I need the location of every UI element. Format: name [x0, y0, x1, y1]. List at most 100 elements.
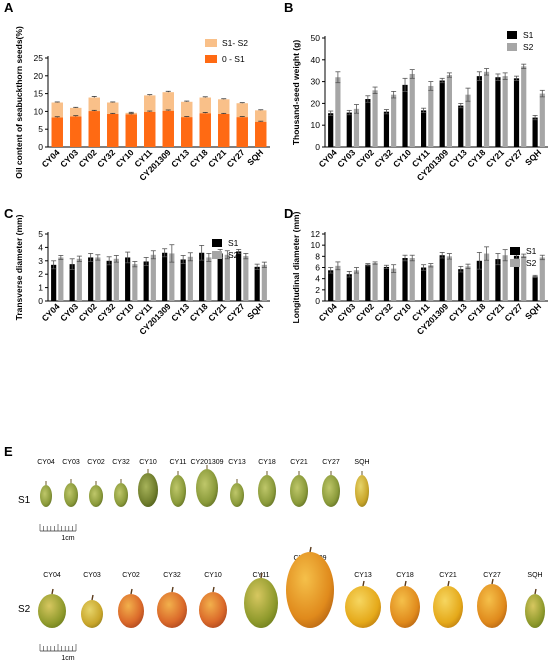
- bar-CY04-s1-s2: [51, 102, 63, 118]
- fruit-stem: [51, 588, 54, 595]
- fruit-label-s1: CY21: [290, 459, 308, 466]
- x-tick-label: CY02: [77, 147, 99, 169]
- fruit-s2: [433, 586, 463, 628]
- bar-CY201309-S2: [446, 256, 452, 301]
- scale-label: 1cm: [61, 535, 74, 542]
- legend-label: S2: [228, 250, 239, 260]
- fruit-s1: [114, 483, 128, 507]
- fruit-stem: [534, 588, 537, 595]
- legend-label: S1: [523, 30, 534, 40]
- bar-CY13-S2: [465, 266, 471, 301]
- fruit-s1: [40, 485, 52, 507]
- fruit-label-s1: CY10: [139, 459, 157, 466]
- y-tick-label: 5: [38, 229, 43, 239]
- x-tick-label: CY18: [465, 147, 487, 169]
- y-tick-label: 15: [34, 89, 44, 99]
- bar-CY03-S2: [353, 270, 360, 301]
- bar-CY11-S1: [421, 267, 427, 301]
- y-tick-label: 4: [315, 274, 320, 284]
- y-tick-label: 2: [38, 269, 43, 279]
- bar-CY201309-s1-s2: [162, 92, 174, 111]
- fruit-s2: [157, 592, 187, 628]
- fruit-label-s2: CY02: [122, 572, 140, 579]
- y-tick-label: 50: [311, 33, 321, 43]
- bar-CY13-S2: [187, 256, 193, 301]
- bar-CY10-S1: [402, 258, 408, 301]
- x-tick-label: CY27: [502, 147, 524, 169]
- fruit-label-s2: CY21: [439, 572, 457, 579]
- fruit-stem: [171, 586, 174, 593]
- bar-CY21-S2: [224, 254, 230, 301]
- bar-CY11-S1: [143, 261, 149, 301]
- bar-CY32-s1-s2: [107, 102, 119, 114]
- y-tick-label: 40: [311, 55, 321, 65]
- y-tick-label: 30: [311, 77, 321, 87]
- x-tick-label: SQH: [245, 147, 265, 167]
- bar-CY32-S2: [391, 94, 397, 147]
- bar-SQH-s1-s2: [255, 110, 267, 122]
- fruit-label-s2: SQH: [527, 572, 542, 579]
- bar-SQH-S1: [254, 266, 260, 301]
- bar-CY04-S2: [58, 257, 64, 301]
- bar-CY11-0-s1: [144, 111, 156, 147]
- x-tick-label: CY02: [354, 147, 376, 169]
- y-tick-label: 5: [38, 124, 43, 134]
- bar-CY27-S2: [521, 255, 527, 301]
- bar-CY32-S1: [106, 260, 112, 301]
- x-tick-label: CY21: [484, 301, 506, 323]
- bar-CY10-0-s1: [125, 114, 137, 147]
- bar-CY02-S2: [372, 90, 378, 147]
- x-tick-label: CY32: [372, 147, 394, 169]
- bar-CY04-S2: [335, 265, 341, 301]
- bar-CY201309-S1: [439, 80, 445, 147]
- x-tick-label: CY18: [188, 147, 210, 169]
- fruit-stem: [260, 572, 263, 579]
- fruit-label-s1: SQH: [354, 459, 369, 466]
- bar-CY201309-S1: [162, 252, 168, 301]
- bar-CY32-S1: [383, 111, 390, 147]
- scale-bar-s2: 1cm: [39, 644, 77, 662]
- bar-CY11-S2: [428, 85, 434, 147]
- panel-letter: C: [4, 206, 14, 221]
- y-tick-label: 0: [315, 296, 320, 306]
- y-tick-label: 6: [315, 263, 320, 273]
- fruit-label-s1: CY13: [228, 459, 246, 466]
- bar-CY03-0-s1: [70, 116, 82, 147]
- bar-CY201309-0-s1: [162, 110, 174, 147]
- bar-SQH-S1: [532, 117, 538, 147]
- x-tick-label: CY13: [169, 301, 191, 323]
- x-tick-label: CY21: [206, 147, 228, 169]
- bar-SQH-S2: [539, 93, 545, 147]
- bar-CY201309-S2: [446, 75, 452, 147]
- bar-CY21-S1: [495, 77, 501, 147]
- legend-label: S1: [228, 238, 239, 248]
- bar-CY04-S1: [51, 264, 57, 301]
- y-tick-label: 1: [38, 283, 43, 293]
- bar-CY18-0-s1: [199, 113, 211, 147]
- bar-CY21-S1: [495, 259, 501, 301]
- x-tick-label: SQH: [523, 147, 543, 167]
- fruit-s1: [138, 473, 158, 507]
- fruit-stem: [130, 588, 133, 595]
- bar-CY18-S1: [199, 252, 205, 301]
- x-tick-label: CY10: [391, 147, 413, 169]
- legend-label: S1: [526, 246, 537, 256]
- fruit-s2: [390, 586, 420, 628]
- bar-CY13-s1-s2: [181, 101, 193, 118]
- bar-CY13-S2: [465, 94, 471, 147]
- legend-swatch: [205, 55, 217, 63]
- bar-CY21-S2: [502, 255, 508, 301]
- bar-CY27-S1: [236, 251, 242, 301]
- x-tick-label: CY27: [502, 301, 524, 323]
- y-tick-label: 0: [38, 296, 43, 306]
- bar-CY10-S2: [409, 258, 415, 301]
- fruit-stem: [362, 580, 365, 587]
- x-tick-label: SQH: [245, 301, 265, 321]
- legend-swatch: [212, 251, 222, 259]
- legend-swatch: [507, 43, 517, 51]
- y-tick-label: 12: [311, 229, 321, 239]
